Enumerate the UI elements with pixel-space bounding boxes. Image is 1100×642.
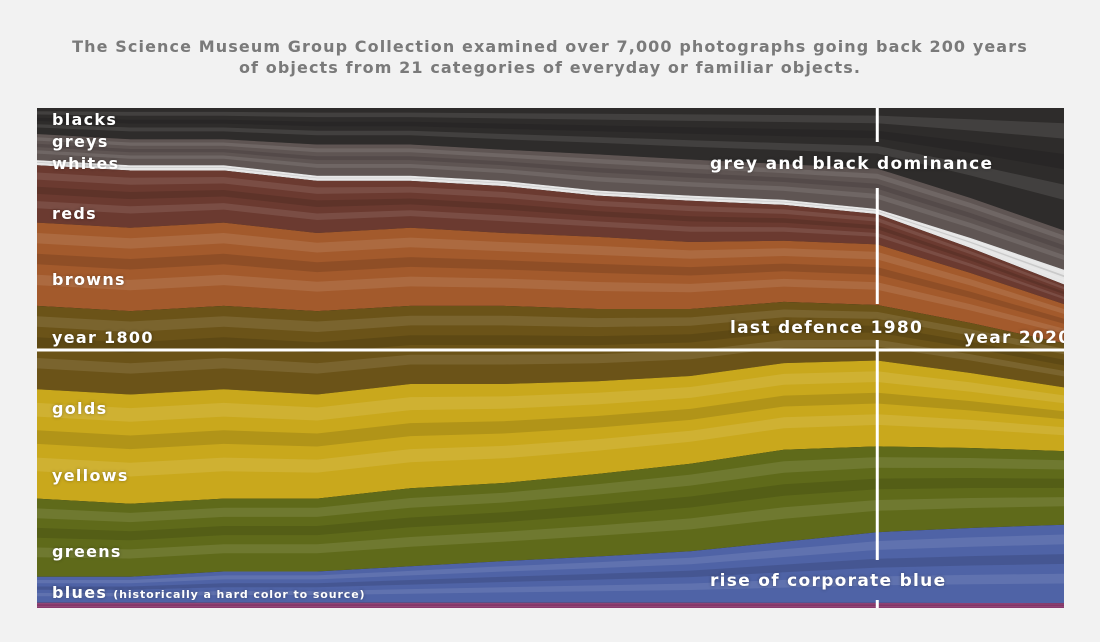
subtitle-line-2: of objects from 21 categories of everyda…	[238, 58, 862, 77]
stratum-greens-2	[37, 478, 1064, 541]
stratum-blues-1	[37, 534, 1064, 584]
stratum-reds-1	[37, 172, 1064, 290]
stratum-browns-1	[37, 233, 1064, 314]
stream-strata	[37, 111, 1064, 607]
label-blues-text: blues	[52, 583, 108, 602]
stratum-greens-1	[37, 457, 1064, 523]
stratum-golds-2	[37, 324, 1064, 366]
label-yellows: yellows	[52, 466, 129, 485]
annotation-grey-black: grey and black dominance	[710, 154, 994, 174]
band-blacks	[37, 108, 1064, 231]
stratum-greys-2	[37, 143, 1064, 251]
annotation-year-end: year 2020	[964, 328, 1064, 348]
band-greys	[37, 134, 1064, 270]
chart-subtitle: The Science Museum Group Collection exam…	[0, 36, 1100, 78]
stratum-browns-3	[37, 274, 1064, 334]
stratum-blues-3	[37, 573, 1064, 597]
label-reds: reds	[52, 204, 97, 223]
stratum-magenta-1	[37, 603, 1064, 605]
label-blacks: blacks	[52, 110, 118, 129]
annotation-last-defence: last defence 1980	[730, 318, 924, 338]
stratum-reds-3	[37, 201, 1064, 300]
label-golds: golds	[52, 399, 108, 418]
stratum-yellows-3	[37, 414, 1064, 477]
stratum-blues-2	[37, 554, 1064, 590]
stratum-greens-3	[37, 497, 1064, 559]
color-streamgraph: blacks greys whites reds browns year 180…	[37, 108, 1064, 608]
streamgraph-svg	[37, 108, 1064, 608]
stratum-magenta-3	[37, 606, 1064, 607]
annotation-lines	[37, 108, 1064, 608]
subtitle-line-1: The Science Museum Group Collection exam…	[72, 37, 1028, 56]
label-whites: whites	[52, 154, 120, 173]
annotation-corporate-blue: rise of corporate blue	[710, 571, 947, 591]
label-year-start: year 1800	[52, 328, 154, 347]
stratum-yellows-2	[37, 392, 1064, 450]
stratum-magenta-2	[37, 604, 1064, 606]
stratum-golds-3	[37, 339, 1064, 377]
label-greys: greys	[52, 132, 109, 151]
label-blues-note: (historically a hard color to source)	[113, 588, 366, 601]
stratum-browns-2	[37, 253, 1064, 324]
stratum-blacks-2	[37, 117, 1064, 170]
label-browns: browns	[52, 270, 126, 289]
stratum-blacks-3	[37, 124, 1064, 200]
label-greens: greens	[52, 542, 122, 561]
stratum-reds-2	[37, 186, 1064, 295]
stratum-blacks-1	[37, 111, 1064, 139]
label-blues: blues (historically a hard color to sourc…	[52, 583, 365, 602]
stratum-yellows-1	[37, 371, 1064, 422]
stratum-greys-1	[37, 137, 1064, 241]
stratum-golds-1	[37, 309, 1064, 355]
